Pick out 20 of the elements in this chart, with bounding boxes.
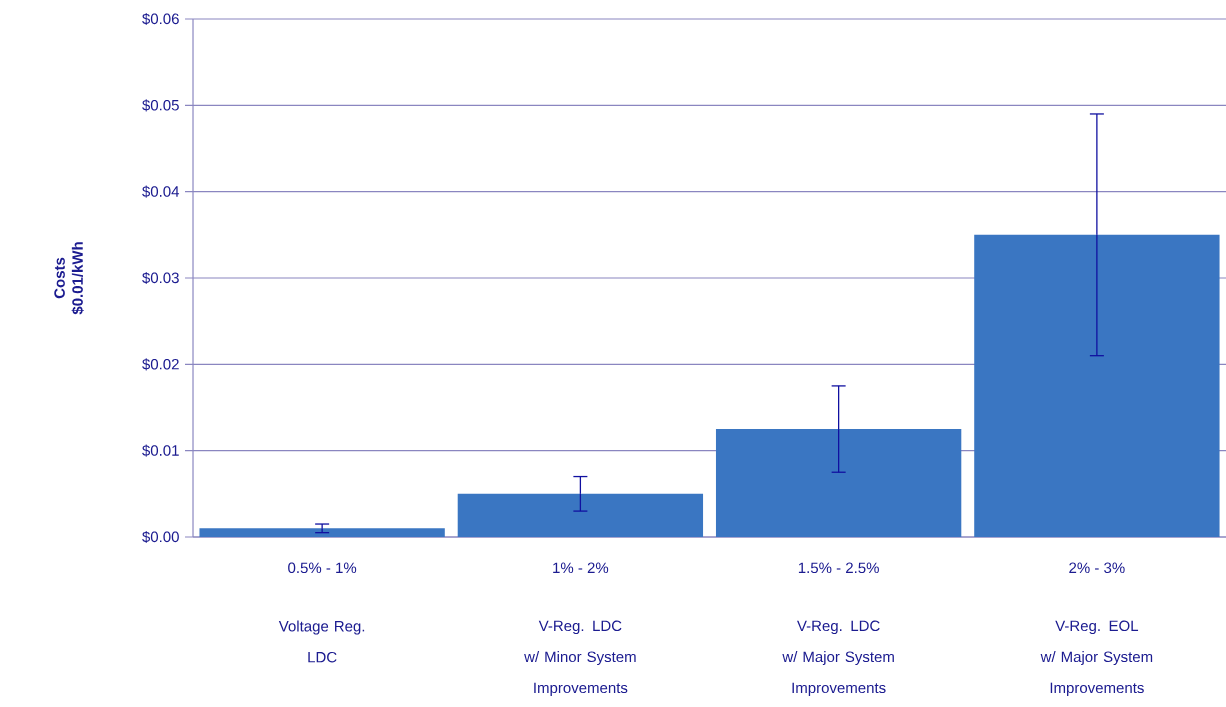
y-tick-label: $0.03 xyxy=(142,271,179,285)
text: Voltage Reg. LDC xyxy=(278,620,365,663)
y-tick-label: $0.04 xyxy=(142,185,180,198)
y-tick-label: $0.02 xyxy=(142,358,179,371)
bar xyxy=(199,528,445,537)
y-tick-label: $0.00 xyxy=(142,530,179,544)
text: V-Reg. EOL w/ Major System Improvements xyxy=(1040,620,1153,697)
x-tick-label: 2% - 3% xyxy=(1069,562,1125,574)
x-tick-label: 0.5% - 1% xyxy=(288,562,357,574)
text: V-Reg. LDC w/ Minor System Improvements xyxy=(524,620,636,697)
text: V-Reg. LDC w/ Major System Improvements xyxy=(782,620,894,697)
x-tick-label: 1.5% - 2.5% xyxy=(798,562,879,574)
bar xyxy=(715,429,962,537)
y-tick-label: $0.06 xyxy=(142,12,179,26)
x-tick-label: 1% - 2% xyxy=(553,562,609,574)
y-tick-label: $0.01 xyxy=(142,444,179,457)
y-axis-title: Costs $0.01/kWh xyxy=(54,242,84,315)
y-tick-label: $0.05 xyxy=(142,99,179,112)
bar xyxy=(974,234,1220,537)
bar xyxy=(457,493,704,537)
